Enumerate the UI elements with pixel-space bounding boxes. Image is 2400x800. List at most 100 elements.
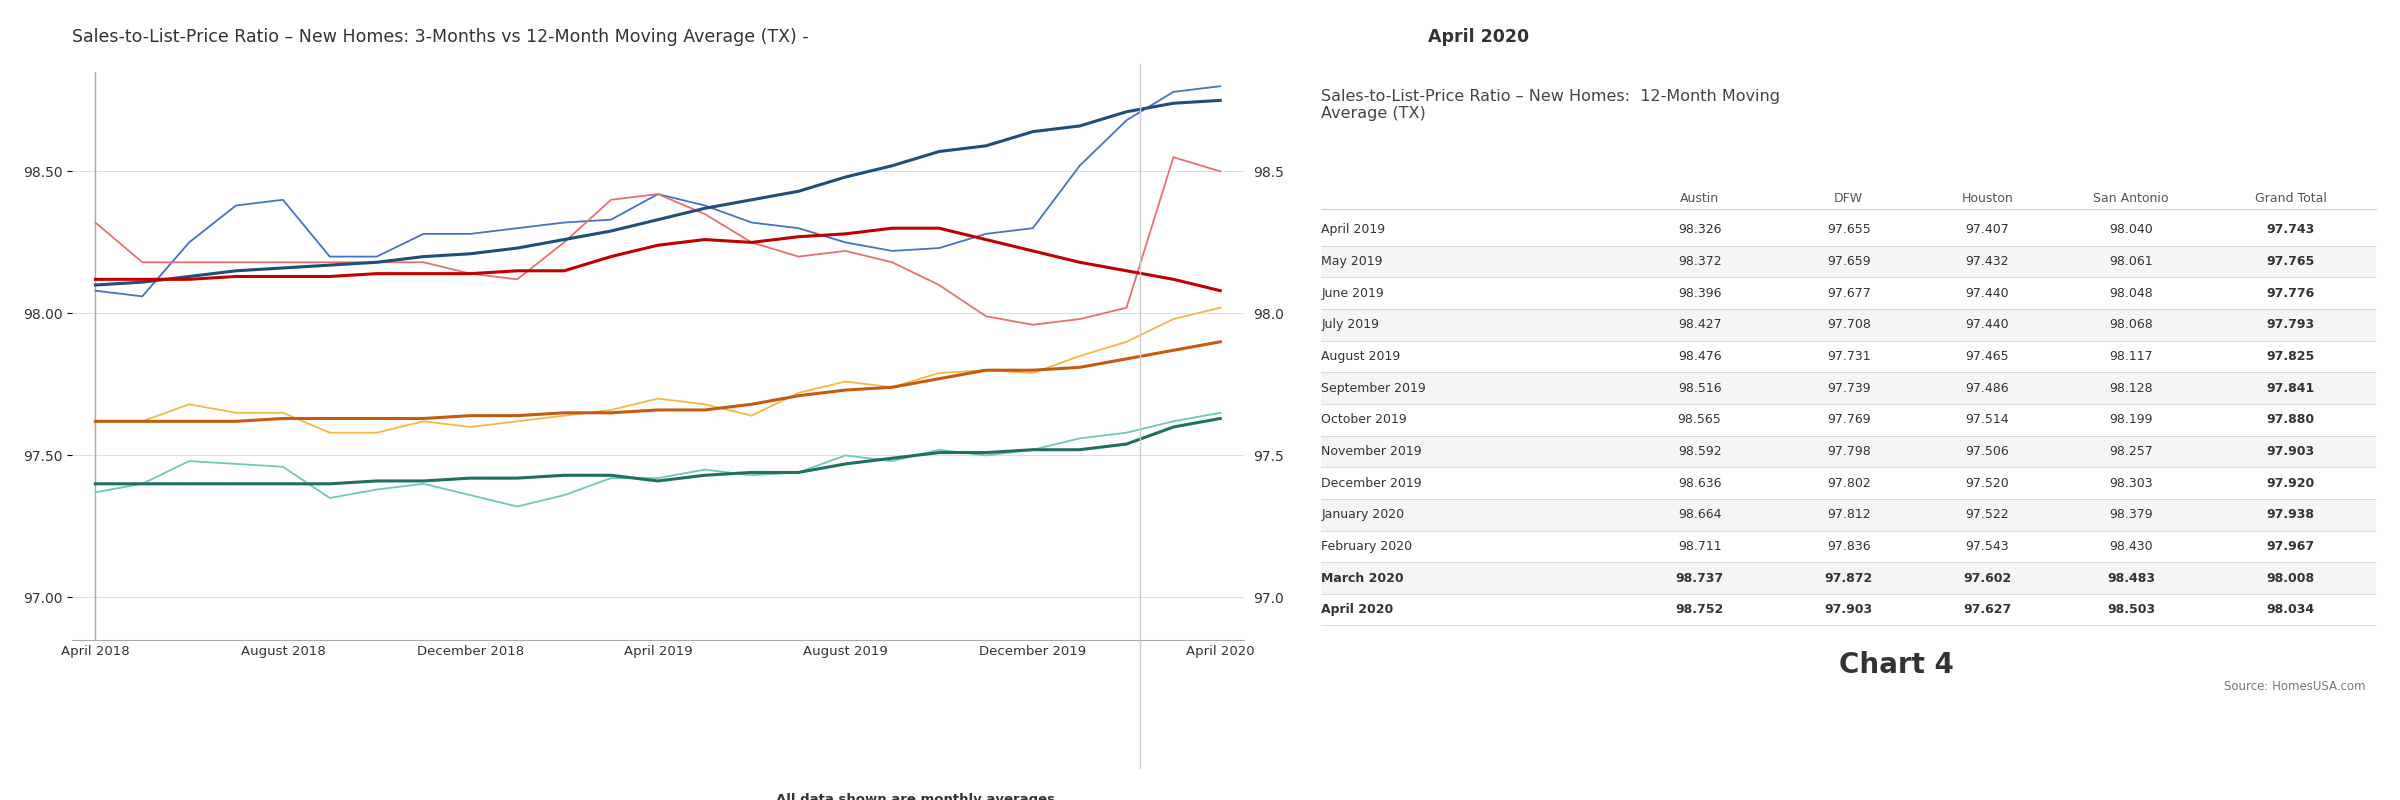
Text: 97.440: 97.440 [1966, 286, 2009, 300]
Text: San Antonio: San Antonio [2093, 192, 2170, 205]
Bar [1322, 214, 2376, 246]
Text: 98.199: 98.199 [2110, 414, 2153, 426]
Text: 98.516: 98.516 [1678, 382, 1721, 394]
Text: 98.664: 98.664 [1678, 508, 1721, 522]
Text: 98.008: 98.008 [2266, 571, 2316, 585]
Text: 98.483: 98.483 [2107, 571, 2155, 585]
Text: April 2020: April 2020 [1428, 28, 1529, 46]
Bar [1322, 309, 2376, 341]
Text: May 2019: May 2019 [1322, 255, 1382, 268]
Text: 97.739: 97.739 [1826, 382, 1870, 394]
Text: 97.655: 97.655 [1826, 223, 1870, 237]
Text: 97.486: 97.486 [1966, 382, 2009, 394]
Text: 97.903: 97.903 [1824, 603, 1872, 616]
Text: August 2019: August 2019 [1322, 350, 1402, 363]
Text: 98.303: 98.303 [2110, 477, 2153, 490]
Bar [1322, 246, 2376, 278]
Bar [1322, 278, 2376, 309]
Text: 98.128: 98.128 [2110, 382, 2153, 394]
Text: 97.825: 97.825 [2266, 350, 2316, 363]
Text: April 2019: April 2019 [1322, 223, 1385, 237]
Text: 98.257: 98.257 [2110, 445, 2153, 458]
Text: 98.048: 98.048 [2110, 286, 2153, 300]
Text: 97.602: 97.602 [1963, 571, 2011, 585]
Text: 97.793: 97.793 [2266, 318, 2316, 331]
Text: 98.636: 98.636 [1678, 477, 1721, 490]
Text: 97.440: 97.440 [1966, 318, 2009, 331]
Text: Houston: Houston [1961, 192, 2014, 205]
Text: 97.903: 97.903 [2266, 445, 2316, 458]
Text: 97.802: 97.802 [1826, 477, 1870, 490]
Text: 97.432: 97.432 [1966, 255, 2009, 268]
Text: 97.514: 97.514 [1966, 414, 2009, 426]
Text: 97.938: 97.938 [2266, 508, 2314, 522]
Text: March 2020: March 2020 [1322, 571, 1404, 585]
Text: 97.812: 97.812 [1826, 508, 1870, 522]
Text: 97.880: 97.880 [2266, 414, 2316, 426]
Text: 97.872: 97.872 [1824, 571, 1872, 585]
Bar [1322, 341, 2376, 372]
Text: 97.731: 97.731 [1826, 350, 1870, 363]
Text: 97.920: 97.920 [2266, 477, 2316, 490]
Text: 98.752: 98.752 [1675, 603, 1723, 616]
Text: January 2020: January 2020 [1322, 508, 1404, 522]
Text: 98.068: 98.068 [2110, 318, 2153, 331]
Text: 97.520: 97.520 [1966, 477, 2009, 490]
Text: December 2019: December 2019 [1322, 477, 1423, 490]
Text: 97.798: 97.798 [1826, 445, 1870, 458]
Text: November 2019: November 2019 [1322, 445, 1423, 458]
Text: DFW: DFW [1834, 192, 1862, 205]
Text: June 2019: June 2019 [1322, 286, 1385, 300]
Text: September 2019: September 2019 [1322, 382, 1426, 394]
Bar [1322, 467, 2376, 499]
Text: February 2020: February 2020 [1322, 540, 1414, 553]
Bar [1322, 530, 2376, 562]
Text: 97.506: 97.506 [1966, 445, 2009, 458]
Text: Sales-to-List-Price Ratio – New Homes: 3-Months vs 12-Month Moving Average (TX) : Sales-to-List-Price Ratio – New Homes: 3… [72, 28, 814, 46]
Bar [1322, 594, 2376, 626]
Text: 97.765: 97.765 [2266, 255, 2316, 268]
Text: 98.061: 98.061 [2110, 255, 2153, 268]
Text: 97.543: 97.543 [1966, 540, 2009, 553]
Bar [1322, 404, 2376, 436]
Text: 98.427: 98.427 [1678, 318, 1721, 331]
Text: July 2019: July 2019 [1322, 318, 1380, 331]
Text: 97.841: 97.841 [2266, 382, 2316, 394]
Text: 98.326: 98.326 [1678, 223, 1721, 237]
Text: 98.372: 98.372 [1678, 255, 1721, 268]
Text: 98.503: 98.503 [2107, 603, 2155, 616]
Bar [1322, 436, 2376, 467]
Text: Grand Total: Grand Total [2256, 192, 2326, 205]
Text: 97.776: 97.776 [2266, 286, 2316, 300]
Text: Sales-to-List-Price Ratio – New Homes:  12-Month Moving
Average (TX): Sales-to-List-Price Ratio – New Homes: 1… [1322, 89, 1781, 122]
Text: 97.708: 97.708 [1826, 318, 1870, 331]
Text: 97.407: 97.407 [1966, 223, 2009, 237]
Text: 98.737: 98.737 [1675, 571, 1723, 585]
Text: 97.465: 97.465 [1966, 350, 2009, 363]
Bar [1322, 499, 2376, 530]
Text: 97.743: 97.743 [2266, 223, 2316, 237]
Text: Source: HomesUSA.com: Source: HomesUSA.com [2225, 680, 2366, 693]
Bar [1322, 562, 2376, 594]
Text: 98.565: 98.565 [1678, 414, 1721, 426]
Text: 97.659: 97.659 [1826, 255, 1870, 268]
Text: 97.769: 97.769 [1826, 414, 1870, 426]
Text: 98.034: 98.034 [2266, 603, 2316, 616]
Text: 98.476: 98.476 [1678, 350, 1721, 363]
Text: 97.836: 97.836 [1826, 540, 1870, 553]
Text: October 2019: October 2019 [1322, 414, 1406, 426]
Text: April 2020: April 2020 [1322, 603, 1394, 616]
Text: 97.522: 97.522 [1966, 508, 2009, 522]
Bar [1322, 372, 2376, 404]
Text: 98.711: 98.711 [1678, 540, 1721, 553]
Text: 97.967: 97.967 [2266, 540, 2316, 553]
Text: 98.117: 98.117 [2110, 350, 2153, 363]
Text: Chart 4: Chart 4 [1838, 651, 1954, 679]
Text: 98.040: 98.040 [2110, 223, 2153, 237]
Text: 98.592: 98.592 [1678, 445, 1721, 458]
Text: Austin: Austin [1680, 192, 1718, 205]
Text: All data shown are monthly averages: All data shown are monthly averages [775, 794, 1056, 800]
Text: 98.379: 98.379 [2110, 508, 2153, 522]
Text: 97.627: 97.627 [1963, 603, 2011, 616]
Text: 97.677: 97.677 [1826, 286, 1870, 300]
